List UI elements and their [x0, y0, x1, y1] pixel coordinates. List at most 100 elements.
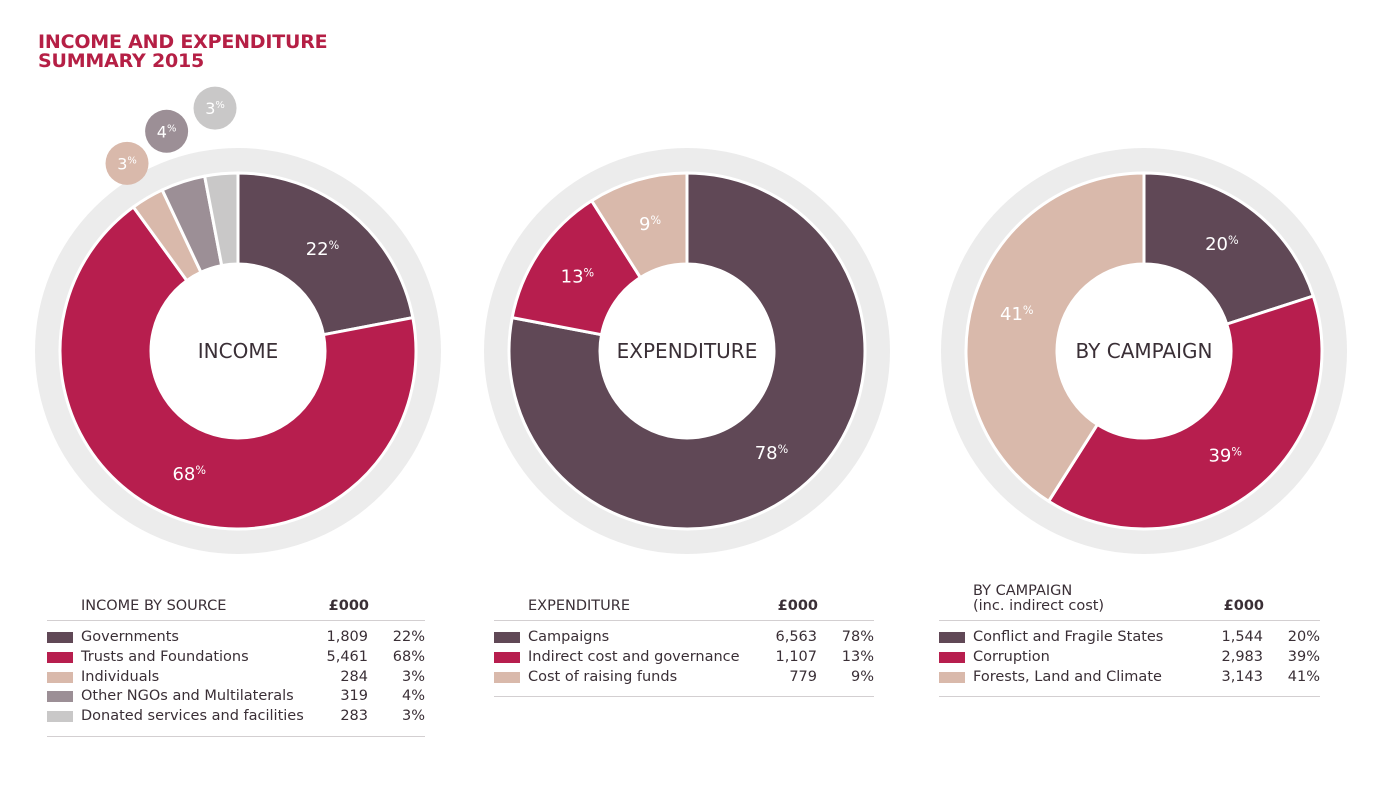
donut-hole [1058, 265, 1230, 437]
expenditure-table: EXPENDITURE £000 Campaigns 6,563 78% Indire… [494, 582, 874, 698]
donut-center-label: INCOME [198, 339, 278, 363]
table-row: Other NGOs and Multilaterals 319 4% [47, 688, 425, 708]
row-percent: 68% [392, 648, 425, 665]
title-line-2: SUMMARY 2015 [38, 50, 205, 72]
donut-hole [601, 265, 773, 437]
donut-slice [590, 171, 689, 280]
row-percent: 3% [401, 668, 425, 685]
income-table-title: INCOME BY SOURCE [81, 598, 227, 614]
callout-percent-label: 3% [117, 154, 137, 173]
donut-chart-by-campaign: 20% 39% 41% BY CAMPAIGN [941, 148, 1347, 554]
callout-bubble [105, 141, 149, 185]
slice-percent-label: 9% [639, 213, 661, 234]
donut-slice [507, 171, 867, 531]
row-value: 283 [340, 708, 368, 725]
row-name: Conflict and Fragile States [973, 629, 1164, 645]
row-percent: 41% [1287, 668, 1320, 685]
legend-swatch [494, 632, 520, 643]
callout-bubble [193, 86, 237, 130]
income-table-header: INCOME BY SOURCE £000 [47, 582, 425, 621]
legend-swatch [47, 651, 73, 663]
row-value: 319 [340, 688, 368, 705]
campaign-table-subtitle: (inc. indirect cost) [973, 598, 1105, 614]
income-table-currency: £000 [328, 598, 369, 614]
donut-center-label: BY CAMPAIGN [1076, 339, 1213, 363]
row-percent: 39% [1287, 648, 1320, 665]
row-name: Other NGOs and Multilaterals [81, 688, 294, 705]
row-name: Indirect cost and governance [528, 648, 740, 665]
legend-swatch [939, 651, 965, 663]
row-percent: 13% [841, 648, 874, 665]
campaign-table-title: BY CAMPAIGN (inc. indirect cost) [973, 584, 1104, 614]
callout-percent-label: 3% [205, 99, 225, 118]
row-name: Governments [81, 629, 179, 645]
row-value: 779 [789, 668, 817, 685]
campaign-table-header: BY CAMPAIGN (inc. indirect cost) £000 [939, 582, 1320, 621]
row-percent: 22% [392, 629, 425, 645]
expenditure-table-title: EXPENDITURE [528, 598, 630, 614]
row-value: 2,983 [1221, 648, 1263, 665]
slice-percent-label: 39% [1208, 445, 1242, 466]
table-row: Individuals 284 3% [47, 669, 425, 689]
row-percent: 9% [850, 668, 874, 685]
campaign-table-currency: £000 [1223, 598, 1264, 614]
row-name: Corruption [973, 648, 1050, 665]
row-name: Trusts and Foundations [81, 648, 249, 665]
income-table-rows: Governments 1,809 22% Trusts and Foundation… [47, 621, 425, 737]
donut-slice [1047, 294, 1324, 531]
callout-percent-label: 4% [157, 122, 177, 141]
row-name: Donated services and facilities [81, 708, 304, 725]
row-value: 6,563 [775, 629, 817, 645]
donut-slice [964, 171, 1146, 503]
legend-swatch [47, 632, 73, 643]
donut-center-label: EXPENDITURE [617, 339, 758, 363]
legend-swatch [47, 671, 73, 683]
table-row: Forests, Land and Climate 3,143 41% [939, 669, 1320, 689]
slice-percent-label: 22% [306, 238, 340, 259]
legend-swatch [47, 711, 73, 723]
slice-percent-label: 78% [755, 443, 789, 464]
callout-bubble [145, 109, 189, 153]
income-table: INCOME BY SOURCE £000 Governments 1,809 22… [47, 582, 425, 737]
legend-swatch [939, 671, 965, 683]
row-name: Individuals [81, 668, 160, 685]
table-row: Trusts and Foundations 5,461 68% [47, 649, 425, 669]
table-row: Donated services and facilities 283 3% [47, 708, 425, 728]
row-percent: 78% [841, 629, 874, 645]
legend-swatch [494, 651, 520, 663]
slice-percent-label: 13% [561, 266, 595, 287]
slice-percent-label: 20% [1205, 233, 1239, 254]
table-row: Campaigns 6,563 78% [494, 629, 874, 649]
table-row: Cost of raising funds 779 9% [494, 669, 874, 689]
expenditure-table-rows: Campaigns 6,563 78% Indirect cost and gover… [494, 621, 874, 698]
legend-swatch [494, 671, 520, 683]
donut-slice [203, 171, 240, 268]
donut-chart-income: 22% 68% 3% 4% 3% INCOME [35, 86, 441, 554]
row-value: 284 [340, 668, 368, 685]
expenditure-table-currency: £000 [777, 598, 818, 614]
title-line-1: INCOME AND EXPENDITURE [38, 31, 328, 53]
row-value: 1,544 [1221, 629, 1263, 645]
slice-percent-label: 41% [1000, 304, 1034, 325]
legend-swatch [47, 691, 73, 703]
row-name: Forests, Land and Climate [973, 668, 1162, 685]
table-row: Corruption 2,983 39% [939, 649, 1320, 669]
donut-charts: 22% 68% 3% 4% 3% INCOME 78% 13% 9% EXPENDITURE 20%… [35, 86, 1347, 554]
row-value: 5,461 [326, 648, 368, 665]
donut-chart-expenditure: 78% 13% 9% EXPENDITURE [484, 148, 890, 554]
row-name: Campaigns [528, 629, 610, 645]
row-percent: 20% [1287, 629, 1320, 645]
legend-swatch [939, 632, 965, 643]
row-value: 1,809 [326, 629, 368, 645]
row-value: 1,107 [775, 648, 817, 665]
donut-slice [236, 171, 415, 337]
table-row: Indirect cost and governance 1,107 13% [494, 649, 874, 669]
row-value: 3,143 [1221, 668, 1263, 685]
row-percent: 3% [401, 708, 425, 725]
campaign-table: BY CAMPAIGN (inc. indirect cost) £000 Co… [939, 582, 1320, 698]
donut-hole [152, 265, 324, 437]
donut-slice [58, 205, 418, 531]
campaign-table-rows: Conflict and Fragile States 1,544 20% Corru… [939, 621, 1320, 698]
campaign-table-title-main: BY CAMPAIGN [973, 583, 1073, 599]
donut-slice [1142, 171, 1315, 326]
